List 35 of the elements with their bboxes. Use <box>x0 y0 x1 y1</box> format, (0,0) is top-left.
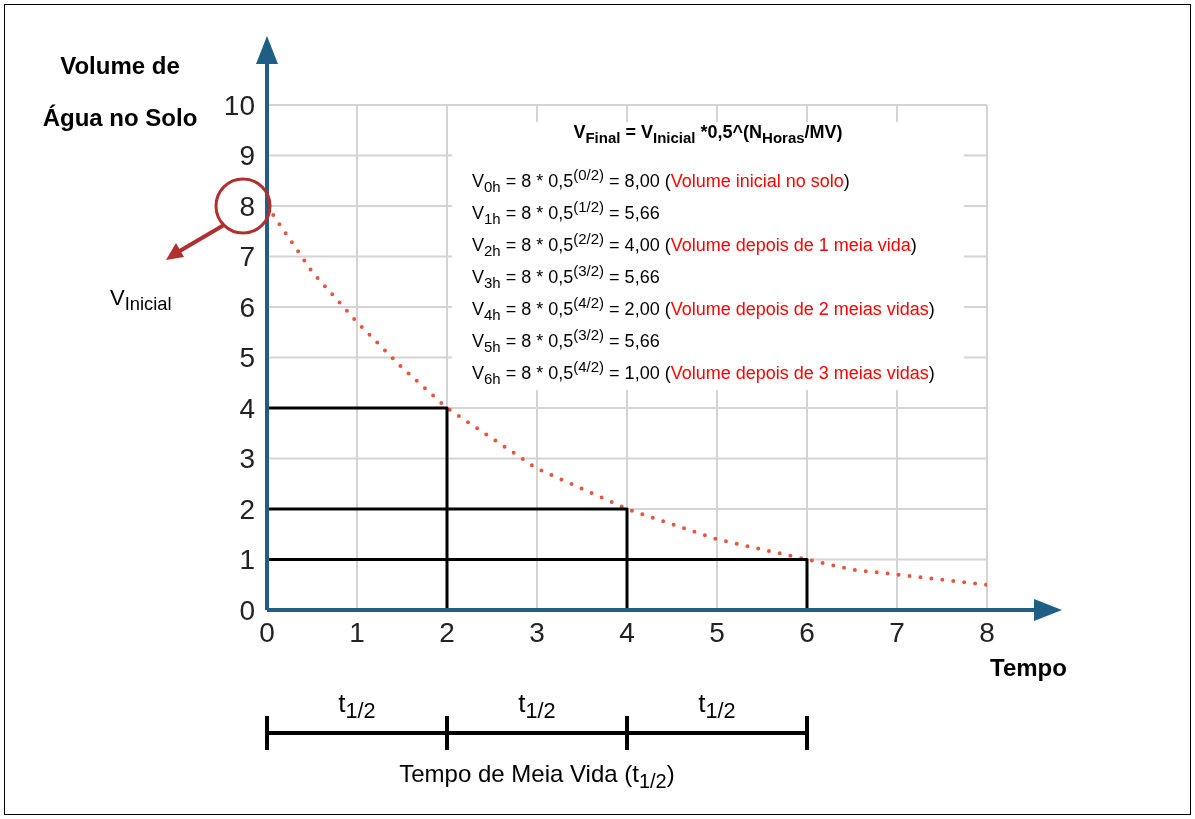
annotation: V$_{1h}$ = 8 * 0,5$^{(1/2)}$ = 5,66 <box>472 198 660 227</box>
y-tick-label: 3 <box>239 443 255 475</box>
annotation: V$_{0h}$ = 8 * 0,5$^{(0/2)}$ = 8,00 (Volume inicial no solo) <box>472 166 850 195</box>
x-tick-label: 3 <box>529 616 545 648</box>
y-tick-label: 1 <box>239 544 255 576</box>
x-tick-label: 8 <box>979 616 995 648</box>
y-tick-label: 5 <box>239 342 255 374</box>
text: t$_{1/2}$ <box>698 688 736 724</box>
text: t$_{1/2}$ <box>338 688 376 724</box>
annotation: V$_{4h}$ = 8 * 0,5$^{(4/2)}$ = 2,00 (Volume depois de 2 meias vidas) <box>472 294 935 323</box>
x-tick-label: 1 <box>349 616 365 648</box>
text: Tempo de Meia Vida (t$_{1/2}$) <box>399 760 675 792</box>
y-tick-label: 9 <box>239 140 255 172</box>
annotation: V$_{5h}$ = 8 * 0,5$^{(3/2)}$ = 5,66 <box>472 326 660 355</box>
y-axis-title: Volume de Água no Solo <box>42 52 198 131</box>
x-tick-label: 0 <box>259 616 275 648</box>
x-tick-label: 4 <box>619 616 635 648</box>
text: t$_{1/2}$ <box>518 688 556 724</box>
y-tick-label: 0 <box>239 594 255 626</box>
annotation: V$_{3h}$ = 8 * 0,5$^{(3/2)}$ = 5,66 <box>472 262 660 291</box>
x-tick-label: 2 <box>439 616 455 648</box>
y-tick-label: 7 <box>239 241 255 273</box>
y-tick-label: 8 <box>239 190 255 222</box>
annotation: V$_{2h}$ = 8 * 0,5$^{(2/2)}$ = 4,00 (Volume depois de 1 meia vida) <box>472 230 917 259</box>
x-axis-title: Tempo <box>990 654 1067 681</box>
text: V$_{Inicial}$ <box>110 285 172 315</box>
y-tick-label: 4 <box>239 392 255 424</box>
annotation: V$_{6h}$ = 8 * 0,5$^{(4/2)}$ = 1,00 (Volume depois de 3 meias vidas) <box>472 358 935 387</box>
x-tick-label: 5 <box>709 616 725 648</box>
y-tick-label: 2 <box>239 493 255 525</box>
x-tick-label: 6 <box>799 616 815 648</box>
y-tick-label: 10 <box>223 89 255 121</box>
annotation: V$_{Final}$ = V$_{Inicial}$ *0,5^(N$_{Horas}$/MV) <box>573 122 843 146</box>
y-tick-label: 6 <box>239 291 255 323</box>
x-tick-label: 7 <box>889 616 905 648</box>
